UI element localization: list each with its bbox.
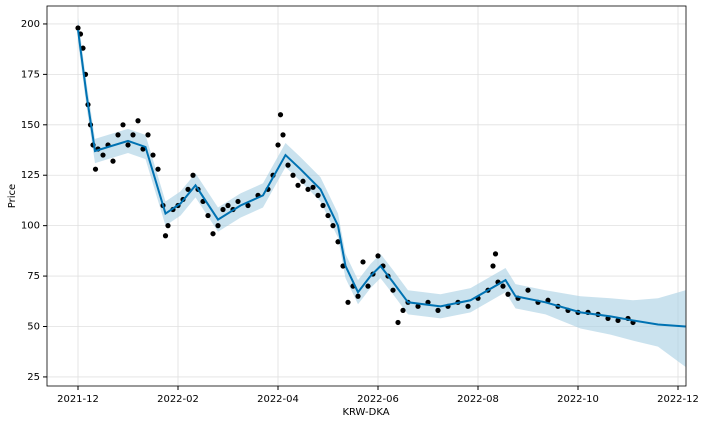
observed-point <box>305 186 311 192</box>
observed-point <box>300 178 306 184</box>
observed-point <box>400 307 406 313</box>
x-tick-label: 2022-10 <box>557 394 599 405</box>
observed-point <box>320 202 326 209</box>
plot-frame <box>46 5 687 387</box>
observed-point <box>145 132 151 138</box>
y-tick-label: 200 <box>21 19 40 30</box>
observed-point <box>115 132 121 138</box>
observed-point <box>335 239 341 245</box>
observed-point <box>310 184 316 190</box>
observed-point <box>165 223 171 229</box>
y-tick-label: 125 <box>21 170 40 181</box>
y-tick-label: 75 <box>27 271 40 282</box>
observed-point <box>415 303 421 309</box>
observed-point <box>100 152 106 158</box>
x-tick-label: 2022-06 <box>357 394 399 405</box>
observed-point <box>505 291 511 297</box>
observed-point <box>205 212 211 219</box>
observed-point <box>365 283 371 289</box>
observed-point <box>140 146 146 152</box>
observed-point <box>110 158 116 164</box>
observed-point <box>75 25 81 31</box>
observed-point <box>220 206 226 213</box>
y-tick-label: 175 <box>21 69 40 80</box>
y-tick-label: 100 <box>21 221 40 232</box>
observed-point <box>425 299 431 305</box>
x-tick-label: 2022-08 <box>457 394 499 405</box>
observed-point <box>245 202 251 209</box>
observed-point <box>225 202 231 209</box>
observed-point <box>615 317 621 324</box>
observed-point <box>395 319 401 326</box>
observed-point <box>295 182 301 188</box>
observed-point <box>275 142 281 148</box>
observed-point <box>162 233 169 239</box>
y-axis-label: Price <box>7 184 18 208</box>
observed-point <box>360 259 366 265</box>
observed-point <box>235 198 241 205</box>
observed-point <box>215 223 221 229</box>
x-tick-label: 2022-02 <box>157 394 199 405</box>
observed-point <box>210 231 216 237</box>
x-tick-label: 2021-12 <box>57 394 99 405</box>
x-axis-label: KRW-DKA <box>342 407 389 418</box>
observed-point <box>490 263 496 269</box>
observed-point <box>92 166 99 172</box>
observed-point <box>135 118 141 124</box>
observed-point <box>345 299 351 305</box>
x-tick-label: 2022-04 <box>257 394 299 405</box>
observed-point <box>525 287 531 293</box>
y-tick-label: 25 <box>27 372 40 383</box>
observed-point <box>130 132 136 138</box>
observed-point <box>290 172 296 178</box>
observed-point <box>150 152 156 158</box>
observed-point <box>125 142 131 148</box>
x-tick-label: 2022-12 <box>657 394 699 405</box>
observed-point <box>325 212 331 219</box>
observed-point <box>492 251 499 257</box>
observed-point <box>375 253 381 259</box>
observed-point <box>355 293 361 299</box>
y-tick-label: 150 <box>21 120 40 131</box>
y-tick-label: 50 <box>27 321 40 332</box>
observed-point <box>465 303 471 309</box>
observed-point <box>155 166 161 172</box>
observed-point <box>280 132 286 138</box>
observed-point <box>500 283 506 289</box>
observed-point <box>545 297 551 303</box>
observed-point <box>315 192 321 198</box>
observed-point <box>277 112 284 118</box>
forecast-line <box>77 29 686 328</box>
observed-point <box>80 45 86 51</box>
observed-point <box>185 186 191 192</box>
observed-point <box>330 223 336 229</box>
observed-point <box>435 307 441 313</box>
observed-point <box>190 172 196 178</box>
observed-point <box>285 162 291 168</box>
observed-point <box>120 122 126 128</box>
observed-point <box>390 287 396 293</box>
